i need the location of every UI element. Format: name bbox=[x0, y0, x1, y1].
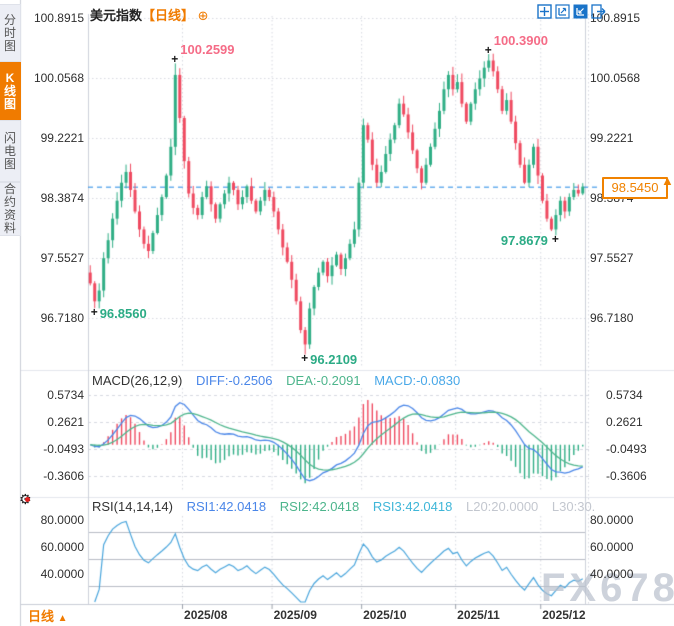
sidebar-tab-2[interactable]: K 线 图 bbox=[0, 62, 21, 120]
main-y-label-left: 97.5527 bbox=[40, 251, 84, 265]
sidebar-tab-3[interactable]: 闪 电 图 bbox=[0, 120, 21, 182]
macd-name: MACD(26,12,9) bbox=[92, 373, 183, 388]
x-axis-label: 2025/09 bbox=[273, 608, 317, 622]
rsi-y-label-right: 60.0000 bbox=[590, 540, 634, 554]
indicator-settings-gear-icon[interactable]: ⚙ bbox=[19, 491, 35, 507]
rsi-l20-value: L20:20.0000 bbox=[465, 499, 539, 514]
extreme-price-annotation: 100.3900 bbox=[493, 33, 548, 49]
x-axis-label: 2025/08 bbox=[184, 608, 228, 622]
main-y-label-left: 100.8915 bbox=[33, 11, 84, 25]
rsi-y-label-right: 40.0000 bbox=[590, 567, 634, 581]
main-y-label-left: 99.2221 bbox=[40, 131, 84, 145]
gear-alert-dot bbox=[25, 497, 30, 502]
x-axis-label: 2025/10 bbox=[363, 608, 407, 622]
period-selector-label: 日线 bbox=[28, 609, 55, 624]
macd-y-label-left: -0.3606 bbox=[43, 469, 84, 483]
main-y-label-left: 100.0568 bbox=[33, 71, 84, 85]
rsi2-value: RSI2:42.0418 bbox=[279, 499, 360, 514]
exit-fullscreen-icon[interactable] bbox=[591, 4, 606, 19]
period-selector-button[interactable]: 日线 ▲ bbox=[28, 606, 68, 625]
rsi-header: RSI(14,14,14) RSI1:42.0418 RSI2:42.0418 … bbox=[92, 499, 605, 514]
period-selector-arrow-icon: ▲ bbox=[57, 613, 68, 624]
rsi1-value: RSI1:42.0418 bbox=[186, 499, 267, 514]
macd-dea-value: DEA:-0.2091 bbox=[286, 373, 361, 388]
x-axis-label: 2025/12 bbox=[542, 608, 586, 622]
macd-y-label-left: -0.0493 bbox=[43, 442, 84, 456]
extreme-cross-marker: + bbox=[484, 43, 492, 58]
fx678-watermark: FX678 bbox=[541, 566, 674, 610]
symbol-name: 美元指数 bbox=[90, 8, 143, 23]
rsi-y-label-left: 60.0000 bbox=[40, 540, 84, 554]
macd-y-label-right: -0.3606 bbox=[606, 469, 647, 483]
macd-macd-value: MACD:-0.0830 bbox=[374, 373, 461, 388]
rsi-y-label-left: 80.0000 bbox=[40, 513, 84, 527]
main-y-label-left: 96.7180 bbox=[40, 311, 84, 325]
rsi-name: RSI(14,14,14) bbox=[92, 499, 173, 514]
rsi-y-label-left: 40.0000 bbox=[40, 567, 84, 581]
macd-y-label-left: 0.5734 bbox=[47, 388, 84, 402]
extreme-price-annotation: 97.8679 bbox=[500, 233, 548, 249]
rsi3-value: RSI3:42.0418 bbox=[372, 499, 453, 514]
macd-y-label-right: -0.0493 bbox=[606, 442, 647, 456]
sidebar-tab-4[interactable]: 合 约 资 料 bbox=[0, 182, 21, 236]
add-compare-icon[interactable]: ⊕ bbox=[197, 8, 209, 23]
macd-diff-value: DIFF:-0.2506 bbox=[195, 373, 273, 388]
sidebar-tab-1[interactable]: 分 时 图 bbox=[0, 4, 21, 62]
axis-zoom-out-icon[interactable] bbox=[555, 4, 570, 19]
macd-y-label-left: 0.2621 bbox=[47, 415, 84, 429]
extreme-price-annotation: 96.2109 bbox=[310, 352, 358, 368]
price-up-arrow-icon: ▲ bbox=[661, 172, 674, 188]
current-price-badge: 98.5450 bbox=[602, 176, 668, 199]
extreme-cross-marker: + bbox=[301, 351, 309, 366]
main-y-label-right: 100.0568 bbox=[590, 71, 641, 85]
rsi-l30-value: L30:30. bbox=[551, 499, 596, 514]
extreme-cross-marker: + bbox=[551, 232, 559, 247]
rsi-y-label-right: 80.0000 bbox=[590, 513, 634, 527]
macd-y-label-right: 0.2621 bbox=[606, 415, 643, 429]
main-y-label-right: 96.7180 bbox=[590, 311, 634, 325]
main-y-label-right: 97.5527 bbox=[590, 251, 634, 265]
macd-y-label-right: 0.5734 bbox=[606, 388, 643, 402]
macd-header: MACD(26,12,9) DIFF:-0.2506 DEA:-0.2091 M… bbox=[92, 373, 470, 388]
extreme-price-annotation: 96.8560 bbox=[99, 306, 147, 322]
main-y-label-left: 98.3874 bbox=[40, 191, 84, 205]
axis-zoom-in-icon[interactable] bbox=[573, 4, 588, 19]
extreme-cross-marker: + bbox=[90, 305, 98, 320]
period-tag: 【日线】 bbox=[142, 8, 195, 23]
main-y-label-right: 99.2221 bbox=[590, 131, 634, 145]
crosshair-move-icon[interactable] bbox=[537, 4, 552, 19]
chart-title: 美元指数【日线】 ⊕ bbox=[90, 5, 209, 24]
extreme-price-annotation: 100.2599 bbox=[180, 42, 235, 58]
extreme-cross-marker: + bbox=[171, 52, 179, 67]
x-axis-label: 2025/11 bbox=[457, 608, 500, 622]
